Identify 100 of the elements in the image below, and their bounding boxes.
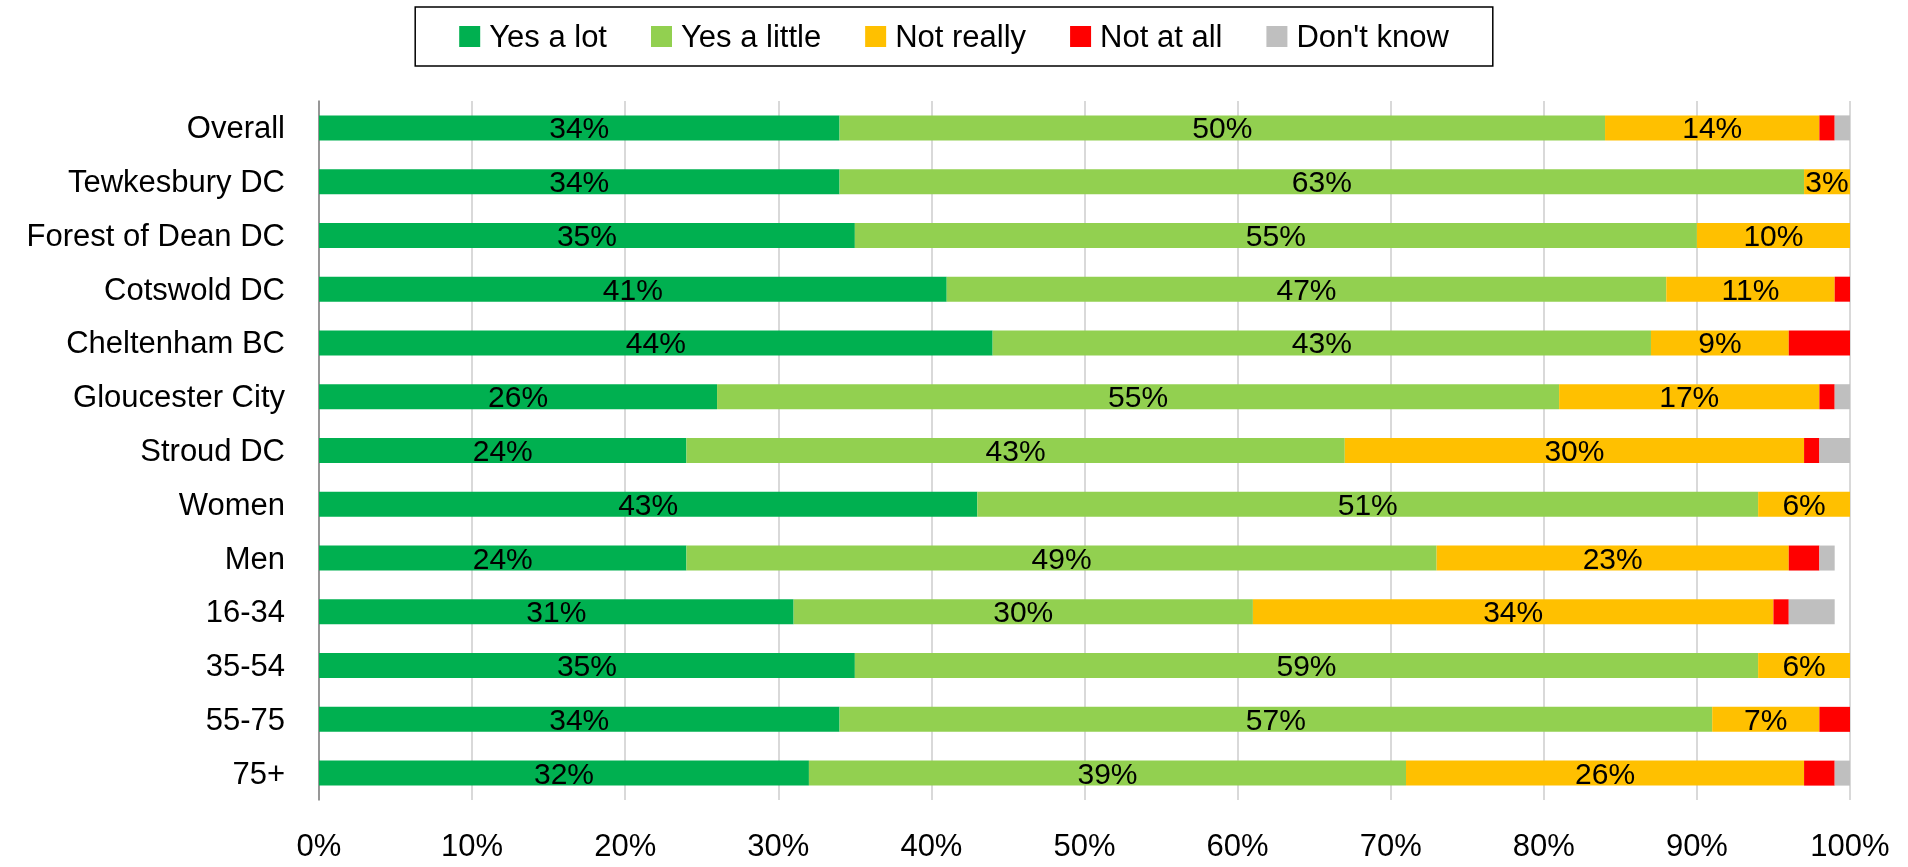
y-tick-label: 35-54 <box>205 648 285 684</box>
bar <box>319 276 947 302</box>
data-label: 17% <box>1659 380 1720 414</box>
x-tick-label: 70% <box>1359 828 1422 863</box>
bar <box>1773 599 1789 625</box>
bar <box>808 760 1407 786</box>
bar <box>319 545 687 571</box>
bar <box>319 491 978 517</box>
bar <box>854 653 1759 679</box>
data-label: 43% <box>618 487 679 521</box>
y-tick-label: Tewkesbury DC <box>67 164 285 200</box>
bar <box>1406 760 1805 786</box>
bar <box>319 169 840 195</box>
data-label: 26% <box>488 380 549 414</box>
bar <box>1819 706 1850 732</box>
data-label: 51% <box>1337 487 1398 521</box>
y-tick-label: Overall <box>186 110 285 146</box>
x-tick-label: 60% <box>1206 828 1269 863</box>
data-label: 30% <box>993 595 1054 629</box>
legend-label: Yes a little <box>680 19 822 54</box>
bar <box>319 760 809 786</box>
bar <box>1819 545 1835 571</box>
bar <box>686 545 1437 571</box>
y-tick-label: Forest of Dean DC <box>26 217 285 253</box>
data-label: 31% <box>526 595 587 629</box>
data-label: 32% <box>533 756 594 790</box>
data-label: 44% <box>625 326 686 360</box>
x-tick-label: 80% <box>1512 828 1575 863</box>
data-label: 26% <box>1575 756 1636 790</box>
data-label: 47% <box>1276 272 1337 306</box>
data-label: 59% <box>1276 649 1337 683</box>
y-tick-label: Cotswold DC <box>104 271 285 307</box>
x-tick-label: 0% <box>296 828 342 863</box>
x-tick-label: 50% <box>1053 828 1116 863</box>
y-tick-label: Cheltenham BC <box>66 325 285 361</box>
legend-label: Don't know <box>1296 19 1450 54</box>
data-label: 57% <box>1245 702 1306 736</box>
data-label: 3% <box>1805 165 1849 199</box>
bar <box>992 330 1651 356</box>
bar <box>839 115 1606 141</box>
data-label: 10% <box>1743 218 1804 252</box>
data-label: 34% <box>549 165 610 199</box>
x-tick-label: 30% <box>747 828 810 863</box>
data-label: 11% <box>1721 272 1780 306</box>
data-label: 23% <box>1582 541 1643 575</box>
data-label: 35% <box>556 649 617 683</box>
bar <box>319 653 855 679</box>
data-label: 24% <box>472 541 533 575</box>
bar <box>839 169 1805 195</box>
legend-label: Not really <box>895 19 1027 54</box>
data-label: 55% <box>1108 380 1169 414</box>
bar <box>793 599 1253 625</box>
bar <box>1788 330 1850 356</box>
y-tick-label: Women <box>178 486 285 522</box>
data-label: 49% <box>1031 541 1092 575</box>
bar <box>1819 438 1850 463</box>
bar <box>839 706 1713 732</box>
bar <box>319 599 794 625</box>
data-label: 30% <box>1544 434 1605 467</box>
bar <box>319 384 718 410</box>
bar <box>1804 760 1835 786</box>
data-label: 14% <box>1682 111 1743 145</box>
x-tick-label: 90% <box>1665 828 1728 863</box>
y-tick-label: 75+ <box>232 755 285 791</box>
y-tick-label: Gloucester City <box>73 379 286 415</box>
data-label: 63% <box>1291 165 1352 199</box>
y-tick-label: 55-75 <box>205 701 285 737</box>
bar <box>717 384 1560 410</box>
data-label: 6% <box>1782 649 1826 683</box>
data-label: 9% <box>1698 326 1742 360</box>
data-label: 55% <box>1245 218 1306 252</box>
data-label: 34% <box>549 111 610 145</box>
bar <box>1788 599 1835 625</box>
bar <box>1344 438 1805 463</box>
bar <box>1436 545 1789 571</box>
bar <box>319 330 993 356</box>
y-tick-label: 16-34 <box>205 594 285 630</box>
data-label: 24% <box>472 434 533 467</box>
bar <box>319 438 687 463</box>
y-tick-label: Stroud DC <box>140 433 285 468</box>
x-tick-label: 20% <box>594 828 657 863</box>
bar <box>1834 276 1850 302</box>
data-label: 50% <box>1192 111 1253 145</box>
bar <box>319 115 840 141</box>
bar <box>1605 115 1820 141</box>
x-tick-label: 10% <box>441 828 504 863</box>
bar <box>854 222 1697 248</box>
bar <box>946 276 1667 302</box>
x-tick-label: 100% <box>1810 828 1890 863</box>
bar <box>1559 384 1820 410</box>
data-label: 6% <box>1782 487 1826 521</box>
bar <box>977 491 1759 517</box>
bar <box>1834 115 1850 141</box>
data-label: 43% <box>1291 326 1352 360</box>
bar <box>686 438 1345 463</box>
bar <box>1834 760 1850 786</box>
x-tick-label: 40% <box>900 828 963 863</box>
bar <box>1834 384 1850 410</box>
legend-label: Yes a lot <box>489 19 608 54</box>
legend-label: Not at all <box>1100 19 1223 54</box>
